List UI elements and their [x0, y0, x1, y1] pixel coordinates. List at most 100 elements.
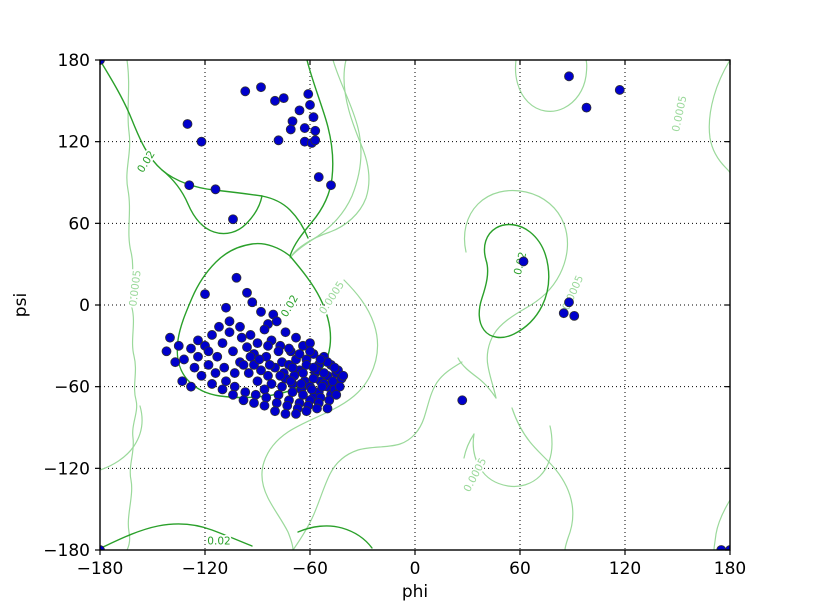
scatter-point [266, 379, 277, 389]
scatter-point [210, 368, 221, 378]
y-tick-label: 180 [58, 51, 90, 71]
scatter-point [252, 376, 263, 387]
scatter-point [235, 321, 245, 332]
scatter-point [161, 346, 172, 357]
scatter-point [203, 359, 214, 370]
scatter-point [312, 403, 322, 414]
scatter-point [273, 389, 284, 400]
contour-lines [100, 60, 730, 550]
scatter-point [301, 406, 312, 417]
y-axis-label: psi [11, 293, 31, 317]
scatter-point [322, 403, 333, 414]
scatter-point [310, 125, 321, 136]
scatter-point [725, 545, 730, 550]
scatter-point [242, 287, 252, 298]
contour-path [126, 60, 138, 550]
contour-path [511, 407, 574, 550]
scatter-point [207, 379, 217, 389]
scatter-point [280, 408, 291, 419]
scatter-point [240, 387, 251, 398]
scatter-point [264, 359, 275, 370]
y-tick-label: −60 [54, 378, 90, 398]
x-tick-label: −120 [182, 559, 229, 579]
scatter-point [313, 172, 324, 182]
scatter-point [259, 400, 270, 411]
scatter-point [280, 327, 291, 338]
contour-path [261, 279, 379, 550]
scatter-point [310, 135, 321, 146]
x-tick-labels: −180 −120 −60 0 60 120 180 [77, 559, 747, 579]
scatter-point [186, 343, 196, 354]
scatter-point [308, 373, 319, 384]
contour-path [292, 361, 463, 550]
scatter-point [247, 297, 258, 308]
scatter-point [259, 324, 270, 335]
scatter-point [184, 180, 195, 191]
contour-path [708, 60, 730, 174]
scatter-point [217, 338, 228, 349]
contour-path [514, 60, 588, 112]
scatter-point [170, 357, 181, 368]
contour-path [100, 523, 253, 549]
scatter-point [219, 362, 230, 373]
scatter-point [275, 370, 286, 381]
scatter-point [319, 368, 329, 378]
scatter-point [224, 316, 235, 327]
scatter-point [203, 346, 214, 357]
scatter-point [212, 351, 223, 362]
scatter-point [182, 119, 193, 129]
scatter-point [284, 343, 294, 354]
scatter-point [224, 327, 235, 338]
scatter-point [716, 545, 727, 550]
contour-path [463, 189, 569, 399]
scatter-point [287, 116, 298, 127]
scatter-point [186, 381, 196, 392]
contour-path [289, 60, 334, 257]
scatter-point [291, 332, 301, 343]
scatter-point [240, 86, 251, 97]
scatter-point [165, 332, 175, 343]
scatter-point [285, 376, 296, 387]
x-tick-label: −180 [77, 559, 124, 579]
scatter-point [278, 93, 289, 104]
y-tick-label: 0 [79, 296, 90, 316]
scatter-point [263, 370, 273, 381]
contour-path [100, 405, 143, 471]
scatter-point [518, 256, 529, 267]
scatter-point [334, 381, 345, 392]
scatter-point [303, 89, 314, 99]
x-tick-label: 0 [410, 559, 421, 579]
scatter-point [287, 362, 298, 373]
x-axis-label: phi [402, 582, 428, 602]
scatter-point [298, 389, 308, 400]
scatter-point [271, 316, 282, 327]
scatter-point [238, 359, 249, 370]
scatter-point [564, 297, 574, 308]
x-tick-label: 60 [509, 559, 531, 579]
scatter-point [558, 308, 569, 319]
scatter-point [221, 376, 231, 387]
scatter-point [270, 406, 280, 417]
scatter-point [294, 349, 305, 359]
scatter-point [100, 60, 105, 65]
scatter-point [263, 340, 273, 351]
scatter-point [256, 306, 266, 317]
x-tick-label: 180 [714, 559, 746, 579]
scatter-point [196, 370, 207, 381]
scatter-point [254, 354, 265, 365]
scatter-point [259, 384, 270, 395]
scatter-point [228, 389, 238, 400]
scatter-point [305, 100, 315, 110]
contour-path [713, 499, 730, 550]
scatter-point [256, 82, 266, 93]
scatter-point [245, 330, 256, 340]
scatter-point [614, 85, 625, 95]
scatter-point [100, 545, 105, 550]
contour-path [176, 242, 332, 399]
scatter-point [564, 71, 574, 82]
scatter-point [331, 389, 342, 400]
scatter-point [285, 124, 296, 135]
x-tick-label: −60 [292, 559, 328, 579]
